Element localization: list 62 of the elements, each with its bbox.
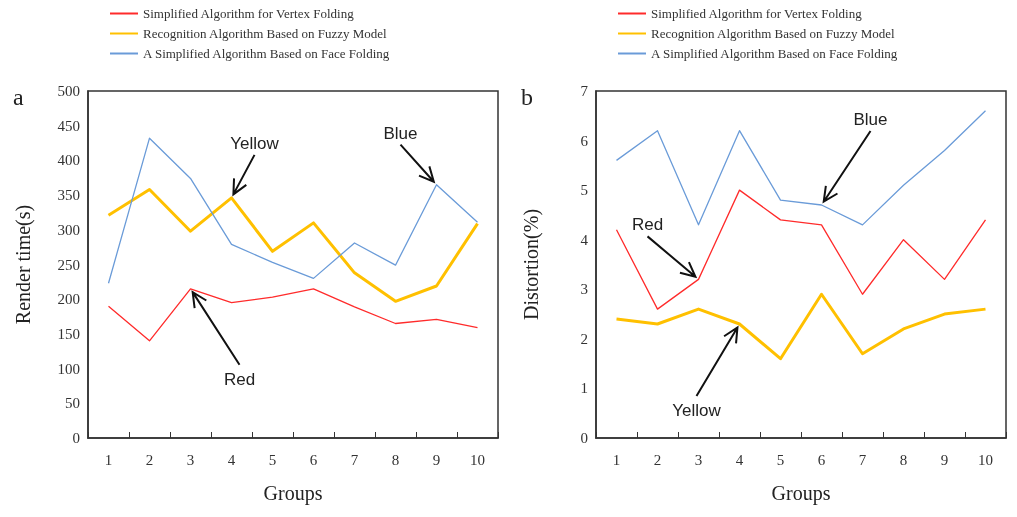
y-tick-label: 450 <box>57 117 80 134</box>
y-tick-label: 1 <box>580 380 588 397</box>
x-tick-label: 5 <box>268 451 277 468</box>
y-tick-label: 500 <box>57 83 80 99</box>
y-tick-label: 5 <box>580 182 588 199</box>
x-tick-label: 8 <box>391 451 400 468</box>
line-series <box>615 292 987 361</box>
x-tick-label: 3 <box>186 451 195 468</box>
x-tick-label: 8 <box>899 451 908 468</box>
legend-label: Simplified Algorithm for Vertex Folding <box>651 6 863 21</box>
y-tick-label: 400 <box>57 152 80 169</box>
y-tick-label: 300 <box>57 221 80 238</box>
chart-title: a <box>13 84 24 110</box>
legend-label: A Simplified Algorithm Based on Face Folding <box>651 46 898 61</box>
x-tick-label: 6 <box>309 451 318 468</box>
y-tick-label: 6 <box>580 132 589 149</box>
x-tick-label: 6 <box>817 451 826 468</box>
x-tick-label: 7 <box>858 451 867 468</box>
legend-label: Recognition Algorithm Based on Fuzzy Model <box>143 26 388 41</box>
line-series <box>107 188 479 303</box>
x-tick-label: 9 <box>940 451 949 468</box>
x-tick-label: 1 <box>612 451 621 468</box>
y-axis-title: Render time(s) <box>12 204 35 325</box>
y-tick-label: 350 <box>57 187 80 204</box>
legend-label: Recognition Algorithm Based on Fuzzy Model <box>651 26 896 41</box>
annotation: Red <box>631 215 664 235</box>
y-tick-label: 100 <box>57 360 80 377</box>
x-tick-label: 3 <box>694 451 703 468</box>
annotation: Blue <box>853 110 888 130</box>
y-axis-title: Distortion(%) <box>520 208 543 321</box>
x-tick-label: 2 <box>145 451 154 468</box>
line-series <box>615 189 987 310</box>
y-tick-label: 200 <box>57 291 80 308</box>
chart-title: b <box>521 84 533 110</box>
annotation: Blue <box>383 123 418 143</box>
y-tick-label: 4 <box>580 231 589 248</box>
annotation: Yellow <box>672 400 722 420</box>
line-series <box>107 288 479 342</box>
x-tick-label: 1 <box>104 451 113 468</box>
legend-label: Simplified Algorithm for Vertex Folding <box>143 6 355 21</box>
y-tick-label: 0 <box>580 430 588 446</box>
legend-label: A Simplified Algorithm Based on Face Folding <box>143 46 390 61</box>
y-tick-label: 150 <box>57 325 80 342</box>
x-tick-label: 4 <box>227 451 236 468</box>
annotation: Red <box>223 369 256 389</box>
y-tick-label: 0 <box>72 430 80 446</box>
x-axis-title: Groups <box>771 482 831 505</box>
y-tick-label: 50 <box>65 395 80 412</box>
annotation: Yellow <box>230 133 280 153</box>
y-tick-label: 2 <box>580 330 588 347</box>
x-tick-label: 10 <box>978 451 993 468</box>
x-tick-label: 5 <box>776 451 785 468</box>
y-tick-label: 250 <box>57 256 80 273</box>
line-series <box>107 137 479 284</box>
x-tick-label: 10 <box>470 451 485 468</box>
x-axis-title: Groups <box>263 482 323 505</box>
y-tick-label: 7 <box>580 83 589 99</box>
x-tick-label: 7 <box>350 451 359 468</box>
x-tick-label: 4 <box>735 451 744 468</box>
x-tick-label: 2 <box>653 451 662 468</box>
x-tick-label: 9 <box>432 451 441 468</box>
y-tick-label: 3 <box>580 281 588 298</box>
